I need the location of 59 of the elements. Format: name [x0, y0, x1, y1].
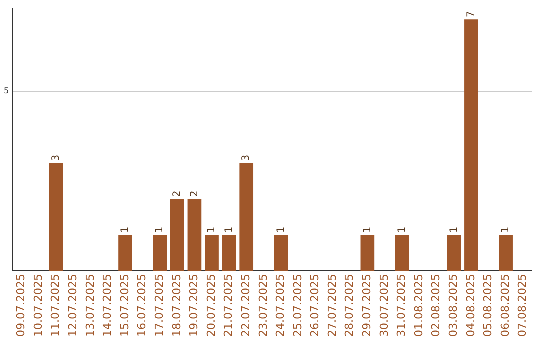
- data-label: 2: [189, 190, 200, 198]
- data-label: 3: [50, 154, 62, 162]
- x-tick-label: 30.07.2025: [378, 274, 391, 338]
- data-label: 1: [154, 226, 166, 234]
- x-tick-label: 07.08.2025: [516, 274, 530, 338]
- bar: [447, 235, 462, 272]
- bar: [49, 163, 64, 272]
- x-tick-label: 10.07.2025: [32, 274, 45, 338]
- x-tick-label: 28.07.2025: [343, 274, 356, 338]
- bar: [464, 20, 478, 272]
- bar: [188, 199, 202, 272]
- bar: [360, 235, 375, 272]
- x-tick-label: 17.07.2025: [152, 274, 166, 338]
- x-tick-label: 02.08.2025: [430, 274, 443, 338]
- bar: [153, 235, 168, 272]
- data-label: 1: [224, 226, 235, 234]
- bar: [499, 235, 513, 272]
- x-tick-label: 25.07.2025: [291, 274, 304, 338]
- x-tick-label: 15.07.2025: [118, 274, 132, 338]
- data-label: 1: [276, 226, 287, 234]
- x-tick-label: 03.08.2025: [447, 274, 460, 338]
- data-label: 7: [466, 11, 478, 18]
- data-label: 1: [362, 226, 374, 234]
- x-tick-label: 13.07.2025: [84, 274, 97, 338]
- bar: [205, 235, 219, 272]
- x-tick-label: 27.07.2025: [326, 274, 339, 338]
- x-tick-label: 24.07.2025: [274, 274, 288, 338]
- x-tick-label: 11.07.2025: [49, 274, 62, 338]
- x-tick-label: 06.08.2025: [498, 274, 512, 338]
- x-tick-label: 22.07.2025: [239, 274, 252, 338]
- x-tick-label: 18.07.2025: [170, 274, 184, 338]
- bar: [118, 235, 132, 272]
- x-tick-label: 12.07.2025: [66, 274, 80, 338]
- x-tick-label: 21.07.2025: [222, 274, 236, 338]
- data-label: 1: [206, 226, 218, 234]
- data-label: 1: [448, 226, 460, 234]
- bar: [274, 235, 288, 272]
- x-tick-label: 19.07.2025: [188, 274, 201, 338]
- x-tick-label: 05.08.2025: [482, 274, 495, 338]
- bar: [395, 235, 410, 272]
- x-tick-label: 14.07.2025: [101, 274, 114, 338]
- x-tick-label: 20.07.2025: [204, 274, 218, 338]
- x-tick-label: 01.08.2025: [412, 274, 426, 338]
- x-tick-label: 16.07.2025: [136, 274, 149, 338]
- x-tick-label: 26.07.2025: [308, 274, 322, 338]
- y-tick-label: 5: [4, 86, 10, 96]
- x-tick-label: 31.07.2025: [395, 274, 408, 338]
- bar: [222, 235, 236, 272]
- x-tick-label: 09.07.2025: [14, 274, 28, 338]
- data-label: 1: [500, 226, 512, 234]
- x-tick-label: 23.07.2025: [256, 274, 270, 338]
- bar: [240, 163, 254, 272]
- data-label: 1: [396, 226, 408, 234]
- bar: [170, 199, 184, 272]
- data-label: 3: [241, 154, 252, 162]
- data-label: 2: [172, 190, 184, 198]
- data-label: 1: [120, 226, 132, 234]
- x-tick-label: 04.08.2025: [464, 274, 478, 338]
- x-tick-label: 29.07.2025: [360, 274, 374, 338]
